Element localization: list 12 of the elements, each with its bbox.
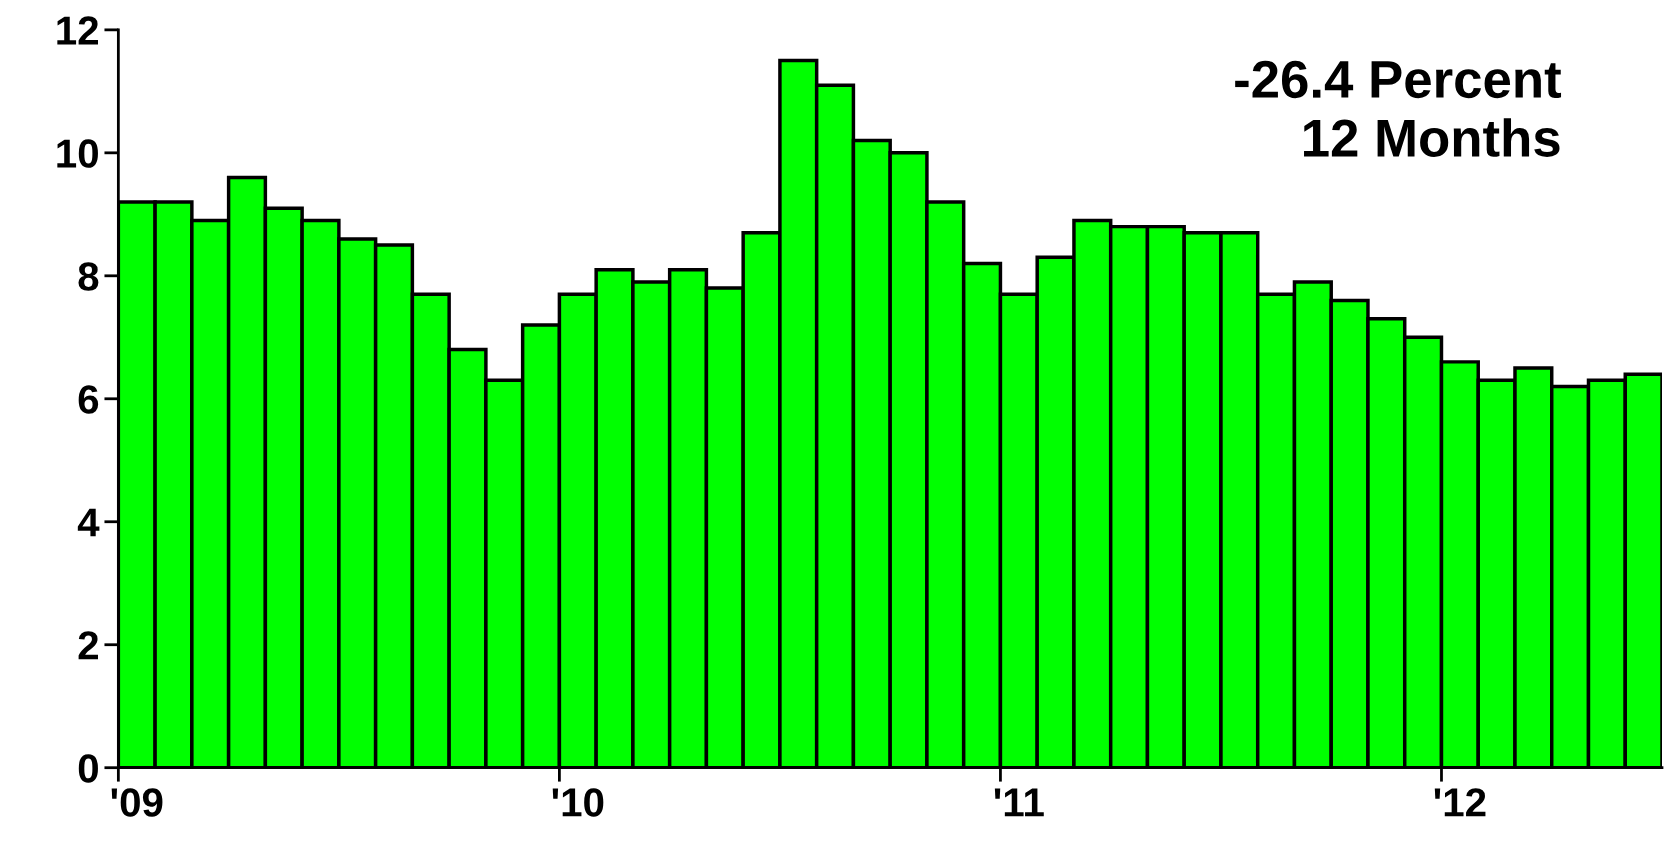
y-tick-label: 2 xyxy=(78,631,98,660)
y-tick-label: 8 xyxy=(78,262,99,291)
x-tick-label: '11 xyxy=(994,788,1044,817)
annotation: -26.4 Percent 12 Months xyxy=(1235,60,1562,157)
x-tick-label: '10 xyxy=(552,788,604,817)
x-tick-label: '12 xyxy=(1434,788,1486,817)
y-tick-label: 6 xyxy=(78,385,99,414)
x-tick-label: '09 xyxy=(111,788,163,817)
y-tick-label: 12 xyxy=(57,16,98,45)
y-tick-label: 4 xyxy=(77,508,100,537)
y-tick-label: 0 xyxy=(78,754,98,783)
y-tick-label: 10 xyxy=(57,139,98,168)
